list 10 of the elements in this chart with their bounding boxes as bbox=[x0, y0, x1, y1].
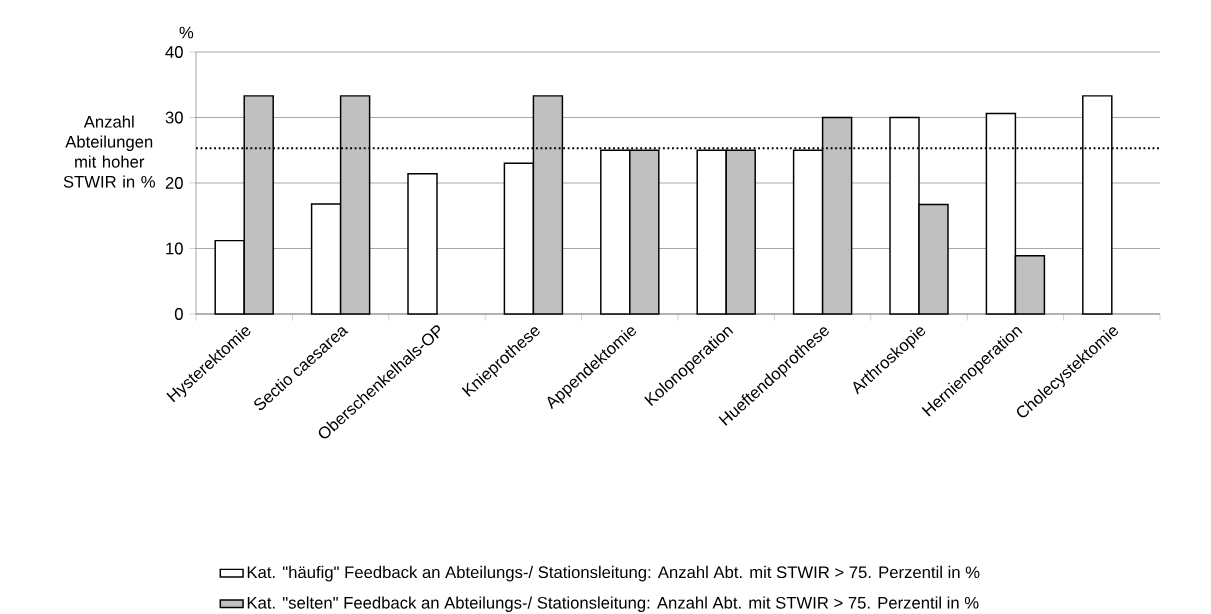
y-tick-label: 20 bbox=[165, 177, 183, 189]
legend-label: Kat. "häufig" Feedback an Abteilungs-/ Stationsleitung: Anzahl Abt. mit STWIR > 75. Perzentil in % bbox=[247, 565, 980, 582]
legend-label: Kat. "selten" Feedback an Abteilungs-/ Stationsleitung: Anzahl Abt. mit STWIR > 75. Perzentil in % bbox=[247, 596, 979, 612]
y-tick-label: 30 bbox=[165, 111, 183, 124]
bar bbox=[407, 173, 438, 315]
y-tick-label: 0 bbox=[174, 308, 183, 320]
text: % bbox=[179, 26, 194, 39]
y-tick-label: 10 bbox=[166, 242, 183, 255]
y-axis-title: Anzahl Abteilungen mit hoher STWIR in % bbox=[63, 115, 155, 188]
y-tick-label: 40 bbox=[165, 46, 183, 58]
